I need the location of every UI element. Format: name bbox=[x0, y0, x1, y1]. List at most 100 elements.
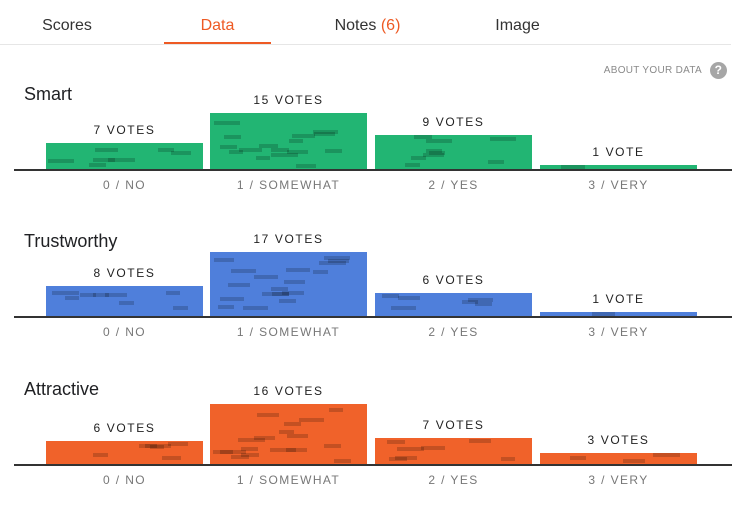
bar-texture bbox=[334, 459, 351, 463]
bar[interactable] bbox=[540, 165, 697, 169]
bar[interactable] bbox=[210, 113, 367, 169]
bar-texture bbox=[171, 151, 191, 155]
bar-texture bbox=[423, 153, 444, 157]
category-label: 1 / SOMEWHAT bbox=[236, 325, 341, 339]
vote-count-label: 6 VOTES bbox=[93, 421, 156, 435]
bar-texture bbox=[398, 296, 420, 300]
bar-texture bbox=[243, 306, 268, 310]
bar-texture bbox=[287, 150, 308, 154]
bar-texture bbox=[119, 301, 134, 305]
bar-texture bbox=[623, 459, 645, 463]
bar-texture bbox=[287, 434, 308, 438]
bar-texture bbox=[224, 135, 241, 139]
bar-column: 7 VOTES 0 / NO bbox=[46, 102, 203, 202]
bar-texture bbox=[158, 148, 174, 152]
bar-texture bbox=[414, 135, 432, 139]
bar-texture bbox=[296, 164, 316, 168]
bar-texture bbox=[468, 298, 493, 302]
bar-texture bbox=[405, 163, 420, 167]
bar-texture bbox=[257, 413, 279, 417]
tab-notes[interactable]: Notes (6) bbox=[314, 0, 421, 44]
bar-texture bbox=[254, 436, 275, 440]
category-label: 1 / SOMEWHAT bbox=[236, 473, 341, 487]
bar-texture bbox=[162, 456, 181, 460]
bar-texture bbox=[299, 418, 324, 422]
bar-texture bbox=[80, 293, 96, 297]
bar-texture bbox=[228, 283, 250, 287]
bar-texture bbox=[270, 448, 296, 452]
bar[interactable] bbox=[375, 438, 532, 464]
bar-texture bbox=[271, 153, 298, 157]
bar-column: 17 VOTES 1 / SOMEWHAT bbox=[210, 232, 367, 349]
bar-texture bbox=[325, 149, 342, 153]
bar[interactable] bbox=[46, 441, 203, 464]
vote-count-label: 7 VOTES bbox=[93, 123, 156, 137]
tab-image-label: Image bbox=[495, 17, 540, 34]
bar[interactable] bbox=[375, 293, 532, 316]
bar-texture bbox=[241, 453, 259, 457]
bar-texture bbox=[426, 139, 452, 143]
bar-texture bbox=[238, 438, 265, 442]
vote-count-label: 1 VOTE bbox=[592, 292, 645, 306]
bar-texture bbox=[89, 163, 106, 167]
vote-count-label: 15 VOTES bbox=[253, 93, 324, 107]
attractive-chart: 6 VOTES 0 / NO 16 VOTES 1 / SOMEWHAT 7 VOTES… bbox=[14, 384, 732, 497]
bar-texture bbox=[254, 275, 278, 279]
bar-texture bbox=[328, 259, 349, 263]
bar-texture bbox=[421, 446, 445, 450]
bar-texture bbox=[488, 160, 504, 164]
bar-texture bbox=[65, 296, 79, 300]
tab-data[interactable]: Data bbox=[164, 0, 271, 44]
bar-texture bbox=[319, 261, 346, 265]
bar-texture bbox=[52, 291, 79, 295]
bar-column: 7 VOTES 2 / YES bbox=[375, 397, 532, 497]
bar-texture bbox=[282, 291, 304, 295]
bar-texture bbox=[93, 158, 115, 162]
tab-scores[interactable]: Scores bbox=[14, 0, 120, 44]
bar[interactable] bbox=[210, 252, 367, 316]
bar-texture bbox=[271, 287, 288, 291]
bar-texture bbox=[324, 444, 341, 448]
bar[interactable] bbox=[375, 135, 532, 169]
bar-texture bbox=[387, 440, 405, 444]
bar-texture bbox=[271, 148, 289, 152]
bar-texture bbox=[139, 444, 157, 448]
bar-texture bbox=[501, 457, 515, 461]
bar-texture bbox=[231, 455, 249, 459]
bar-column: 16 VOTES 1 / SOMEWHAT bbox=[210, 384, 367, 497]
bar-texture bbox=[48, 159, 74, 163]
help-icon[interactable]: ? bbox=[710, 61, 727, 79]
bar-texture bbox=[256, 156, 270, 160]
bar-texture bbox=[570, 456, 586, 460]
section-title: Attractive bbox=[24, 379, 100, 399]
chart-baseline bbox=[14, 464, 732, 466]
bar-column: 9 VOTES 2 / YES bbox=[375, 102, 532, 202]
bar-texture bbox=[262, 292, 289, 296]
bar-texture bbox=[313, 130, 338, 134]
bar[interactable] bbox=[46, 286, 203, 316]
vote-count-label: 9 VOTES bbox=[422, 115, 485, 129]
bar-texture bbox=[329, 408, 343, 412]
bar-texture bbox=[231, 269, 256, 273]
bar-texture bbox=[426, 149, 442, 153]
section-trustworthy: Trustworthy 8 VOTES 0 / NO 17 VOTES 1 / SOM… bbox=[0, 231, 751, 371]
bar-texture bbox=[429, 151, 445, 155]
bar-column: 15 VOTES 1 / SOMEWHAT bbox=[210, 93, 367, 202]
category-label: 2 / YES bbox=[428, 473, 479, 487]
bar-texture bbox=[324, 256, 350, 260]
bar-texture bbox=[592, 312, 615, 316]
tab-bar: Scores Data Notes (6) Image bbox=[0, 0, 731, 45]
bar[interactable] bbox=[540, 312, 697, 316]
tab-image[interactable]: Image bbox=[464, 0, 571, 44]
bar-texture bbox=[166, 291, 180, 295]
vote-count-label: 6 VOTES bbox=[422, 273, 485, 287]
bar-texture bbox=[284, 422, 301, 426]
bar[interactable] bbox=[210, 404, 367, 464]
bar[interactable] bbox=[540, 453, 697, 464]
about-your-data-link[interactable]: ABOUT YOUR DATA ? bbox=[604, 61, 727, 79]
chart-baseline bbox=[14, 169, 732, 171]
bar[interactable] bbox=[46, 143, 203, 169]
bar-texture bbox=[391, 306, 416, 310]
bar-texture bbox=[272, 292, 289, 296]
section-title: Trustworthy bbox=[24, 231, 118, 251]
